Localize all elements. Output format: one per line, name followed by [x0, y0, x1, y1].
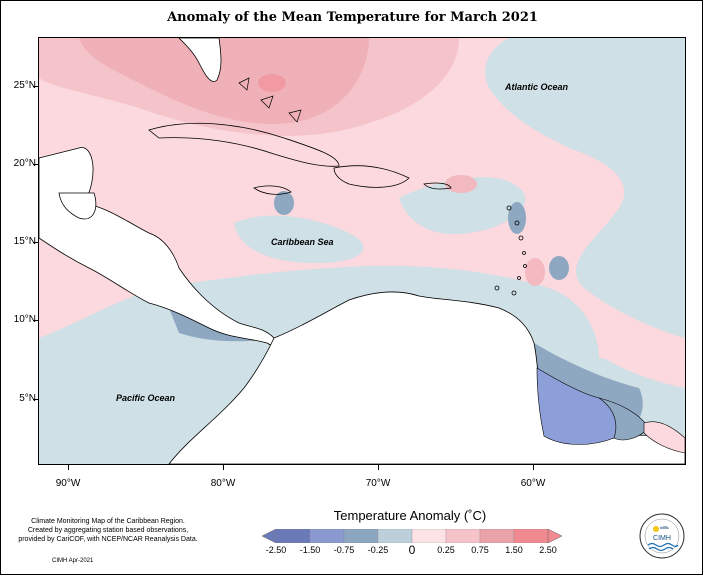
land-jamaica [253, 185, 292, 195]
lat-tick [33, 242, 38, 243]
lon-tick [533, 465, 534, 470]
cool-region-atlantic [485, 38, 685, 338]
legend-swatch [275, 529, 311, 543]
legend-swatch [513, 529, 549, 543]
lat-tick [33, 320, 38, 321]
lon-label: 70°W [365, 478, 391, 489]
cimh-logo: CIMH [639, 513, 685, 559]
map-title: Anomaly of the Mean Temperature for Marc… [167, 10, 538, 25]
warm-land-french-guiana [643, 421, 685, 454]
warm-core-bahamas [79, 38, 369, 124]
lon-label: 80°W [210, 478, 236, 489]
credit-source: CIMH Apr-2021 [52, 558, 94, 564]
legend-tick-label: -0.75 [333, 545, 355, 555]
lat-tick [33, 164, 38, 165]
legend-tick-label: 2.50 [539, 545, 557, 555]
cool-spot-windward [549, 256, 569, 280]
legend-swatch [309, 529, 345, 543]
legend-tick-label: 1.50 [505, 545, 523, 555]
cool-land-suriname [598, 397, 650, 441]
lon-tick [68, 465, 69, 470]
cool-region-caribbean [234, 215, 364, 264]
legend-tick-label: -0.25 [367, 545, 389, 555]
land-puerto-rico [423, 182, 452, 190]
land-hispaniola [333, 165, 410, 188]
legend-tick-label: 0.25 [437, 545, 455, 555]
legend-swatch [445, 529, 481, 543]
pacific-ocean-label: Pacific Ocean [116, 393, 176, 403]
lat-label: 20°N [13, 158, 36, 169]
lat-tick [33, 399, 38, 400]
lat-tick [33, 86, 38, 87]
cool-spot-jamaica [274, 191, 294, 215]
lat-label: 25°N [13, 80, 36, 91]
legend-arrow-left [262, 529, 277, 543]
legend-tick-label: -2.50 [265, 545, 287, 555]
land-bahamas [238, 77, 302, 123]
legend-swatch [479, 529, 515, 543]
lat-label: 10°N [13, 314, 36, 325]
caribbean-sea-label: Caribbean Sea [271, 237, 334, 247]
land-lesser-antilles [494, 205, 527, 296]
legend-colorbar [262, 529, 562, 543]
legend-swatch [411, 529, 447, 543]
lat-label: 5°N [19, 393, 36, 404]
legend-swatch [377, 529, 413, 543]
warm-spot-pr [445, 175, 477, 193]
cool-spot-leeward [508, 202, 526, 234]
credit-description: Climate Monitoring Map of the Caribbean … [18, 518, 198, 543]
land-yucatan [58, 192, 97, 220]
cool-region-east [399, 177, 526, 235]
warm-region-southeast [599, 327, 685, 388]
land-florida [178, 38, 222, 82]
lon-label: 90°W [55, 478, 81, 489]
anomaly-map [38, 37, 686, 465]
lon-tick [223, 465, 224, 470]
lat-label: 15°N [13, 236, 36, 247]
lon-tick [378, 465, 379, 470]
logo-text: CIMH [653, 535, 671, 542]
atlantic-ocean-label: Atlantic Ocean [505, 82, 569, 92]
warm-spot-barbados [525, 258, 545, 286]
warm-spot-bahamas [258, 74, 286, 92]
legend-arrow-right [547, 529, 562, 543]
legend-title: Temperature Anomaly (˚C) [333, 508, 487, 523]
lon-label: 60°W [520, 478, 546, 489]
legend-tick-label: 0.75 [471, 545, 489, 555]
legend-swatch [343, 529, 379, 543]
legend-tick-label: -1.50 [299, 545, 321, 555]
legend-tick-label: 0 [408, 543, 416, 557]
land-cuba [148, 122, 340, 167]
